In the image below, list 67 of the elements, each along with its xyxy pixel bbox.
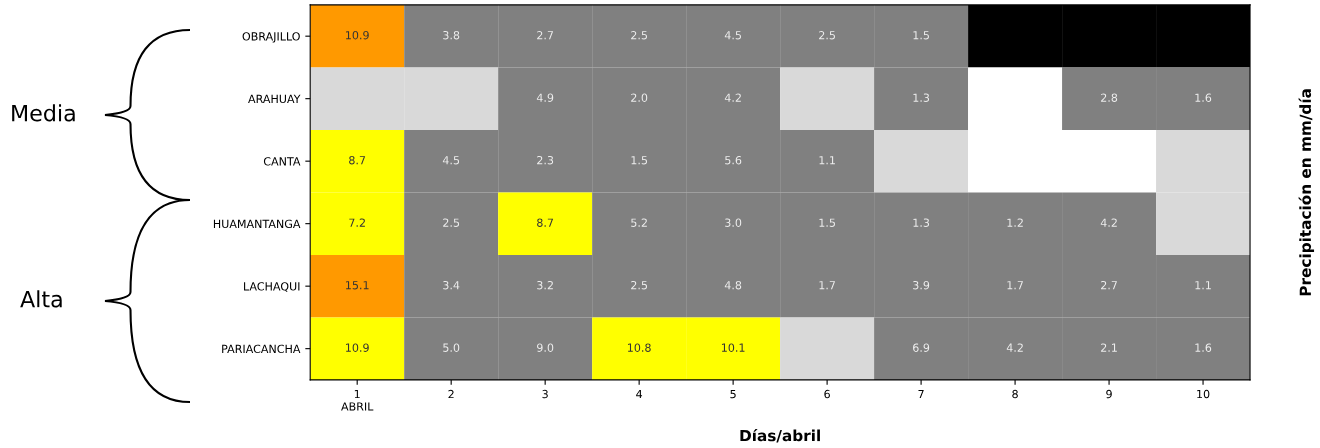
x-tick-label: 4 (636, 389, 643, 399)
data-label: 5.2 (631, 218, 647, 227)
x-tick-label: 10 (1197, 389, 1210, 399)
data-label: 1.6 (1195, 343, 1212, 352)
data-label: 4.5 (724, 31, 741, 40)
data-label: 3.8 (443, 31, 460, 40)
data-label: 4.2 (724, 93, 741, 102)
data-label: 6.9 (913, 343, 930, 352)
data-label: 10.8 (627, 343, 651, 352)
data-label: 1.1 (1195, 281, 1211, 290)
data-label: 1.6 (1195, 93, 1212, 102)
data-label: 4.5 (442, 156, 460, 165)
data-label: 1.5 (913, 31, 929, 40)
x-tick-label: 5 (730, 389, 736, 399)
data-label: 2.1 (1101, 343, 1117, 352)
data-label: 2.5 (631, 31, 648, 40)
x-tick-label: 8 (1012, 389, 1018, 399)
data-label: 1.5 (819, 218, 835, 227)
data-label: 1.7 (819, 281, 835, 290)
data-label: 1.5 (631, 156, 648, 165)
data-label: 10.1 (721, 343, 745, 352)
data-label: 3.4 (443, 280, 460, 290)
data-label: 5.0 (443, 343, 460, 352)
x-tick-label: 2 (448, 389, 454, 399)
data-label: 4.8 (724, 280, 742, 290)
x-tick-label: 1 ABRIL (341, 389, 374, 411)
data-label: 1.3 (913, 218, 930, 227)
x-axis-title: Días/abril (740, 428, 820, 443)
data-label: 4.2 (1006, 343, 1023, 352)
data-label: 2.7 (1101, 280, 1117, 290)
data-label: 8.7 (349, 155, 366, 165)
y-axis-title: Precipitación en mm/día (1298, 89, 1315, 296)
y-tick-label: ARAHUAY (248, 94, 301, 104)
data-label: 2.8 (1101, 93, 1118, 102)
data-label: 4.2 (1100, 218, 1117, 227)
y-tick-label: OBRAJILLO (242, 32, 300, 43)
data-label: 3.9 (913, 280, 930, 290)
data-label: 5.6 (725, 155, 742, 165)
data-label: 2.5 (819, 31, 835, 40)
data-label: 10.9 (346, 31, 369, 40)
text: Alta (20, 290, 62, 308)
data-label: 3.2 (537, 280, 553, 290)
y-tick-label: HUAMANTANGA (213, 219, 301, 229)
x-tick-label: 7 (918, 389, 924, 399)
y-tick-label: LACHAQUI (244, 282, 300, 292)
data-label: 1.7 (1007, 281, 1023, 290)
data-label: 2.7 (537, 31, 554, 40)
data-label: 3.0 (725, 218, 742, 227)
data-label: 4.9 (536, 93, 554, 102)
data-label: 2.3 (537, 155, 554, 165)
y-tick-label: CANTA (263, 157, 301, 166)
data-label: 2.5 (631, 280, 648, 290)
data-label: 1.1 (819, 156, 835, 165)
data-label: 10.9 (346, 343, 369, 352)
x-tick-label: 6 (824, 389, 830, 399)
data-label: 2.0 (631, 93, 648, 102)
data-label: 8.7 (537, 218, 554, 227)
data-label: 9.0 (537, 343, 554, 352)
data-label: 2.5 (443, 218, 460, 227)
data-label: 1.3 (913, 93, 930, 102)
x-tick-label: 3 (542, 389, 548, 399)
data-label: 7.2 (349, 218, 365, 227)
data-label: 15.1 (346, 281, 369, 290)
y-tick-label: PARIACANCHA (222, 344, 301, 354)
text: Media (12, 104, 75, 122)
x-tick-label: 9 (1106, 389, 1112, 399)
data-label: 1.2 (1007, 218, 1023, 227)
